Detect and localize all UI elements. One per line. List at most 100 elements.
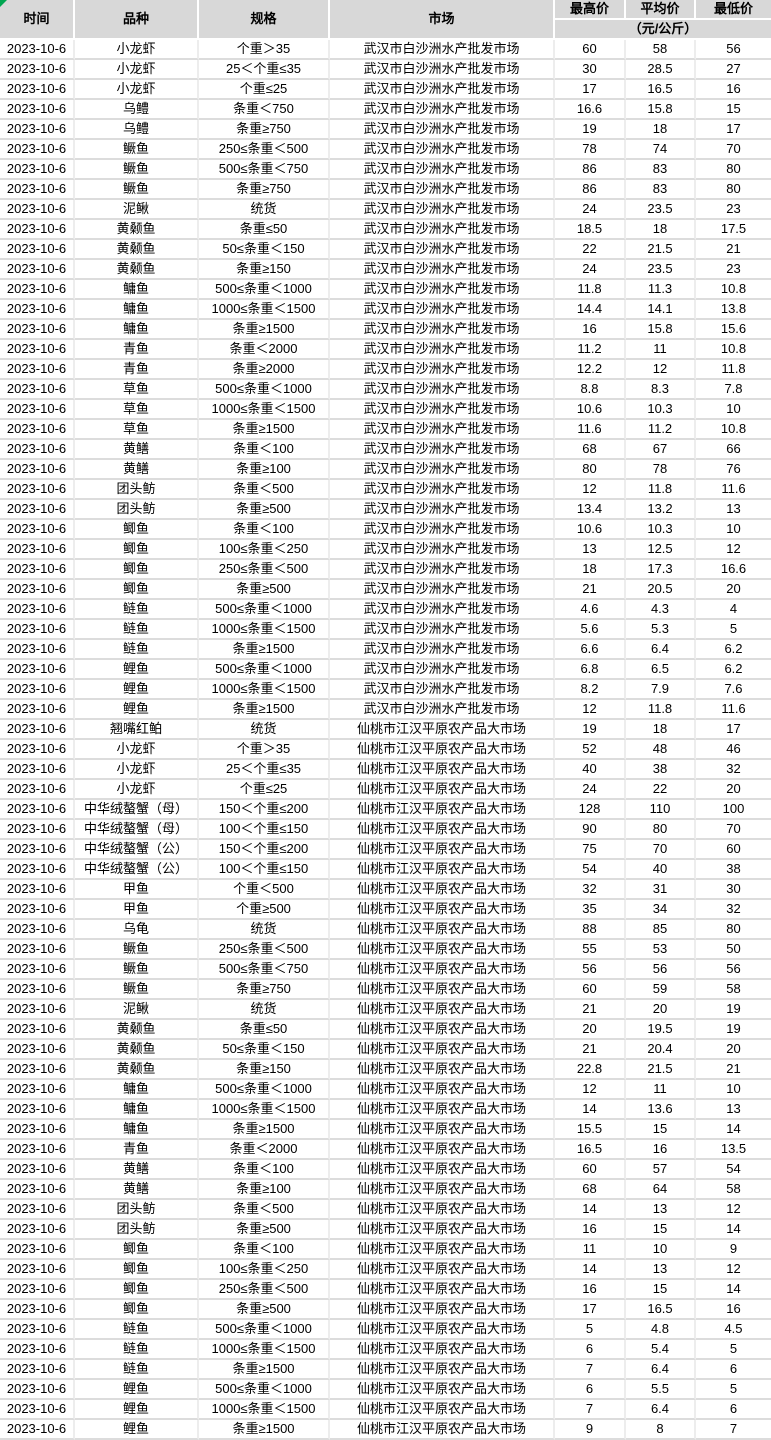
variety-cell: 鳜鱼 [75, 180, 199, 200]
date-cell: 2023-10-6 [0, 980, 75, 1000]
date-cell: 2023-10-6 [0, 780, 75, 800]
market-cell: 仙桃市江汉平原农产品大市场 [330, 1140, 555, 1160]
spec-cell: 个重＜500 [199, 880, 330, 900]
spec-cell: 统货 [199, 920, 330, 940]
table-row: 2023-10-6 黄颡鱼 条重≥150 仙桃市江汉平原农产品大市场 22.8 21.5 2… [0, 1060, 771, 1080]
market-cell: 仙桃市江汉平原农产品大市场 [330, 800, 555, 820]
table-row: 2023-10-6 黄颡鱼 条重≤50 武汉市白沙洲水产批发市场 18.5 18 17.5 [0, 220, 771, 240]
column-header-market: 市场 [330, 0, 555, 40]
variety-cell: 团头鲂 [75, 500, 199, 520]
table-row: 2023-10-6 乌鳢 条重≥750 武汉市白沙洲水产批发市场 19 18 17 [0, 120, 771, 140]
spec-cell: 1000≤条重＜1500 [199, 1100, 330, 1120]
date-cell: 2023-10-6 [0, 480, 75, 500]
low-price-cell: 70 [696, 140, 771, 160]
date-cell: 2023-10-6 [0, 960, 75, 980]
high-price-cell: 35 [555, 900, 626, 920]
high-price-cell: 30 [555, 60, 626, 80]
market-cell: 武汉市白沙洲水产批发市场 [330, 120, 555, 140]
high-price-cell: 16 [555, 320, 626, 340]
avg-price-cell: 15 [626, 1220, 696, 1240]
spec-cell: 100＜个重≤150 [199, 820, 330, 840]
table-row: 2023-10-6 鲤鱼 条重≥1500 武汉市白沙洲水产批发市场 12 11.8 11.6 [0, 700, 771, 720]
date-cell: 2023-10-6 [0, 720, 75, 740]
avg-price-cell: 14.1 [626, 300, 696, 320]
date-cell: 2023-10-6 [0, 800, 75, 820]
variety-cell: 黄鳝 [75, 1180, 199, 1200]
table-row: 2023-10-6 鳙鱼 500≤条重＜1000 武汉市白沙洲水产批发市场 11.8 11… [0, 280, 771, 300]
avg-price-cell: 57 [626, 1160, 696, 1180]
variety-cell: 鳜鱼 [75, 980, 199, 1000]
variety-cell: 鲫鱼 [75, 560, 199, 580]
date-cell: 2023-10-6 [0, 500, 75, 520]
market-cell: 仙桃市江汉平原农产品大市场 [330, 1100, 555, 1120]
spec-cell: 条重＜100 [199, 520, 330, 540]
date-cell: 2023-10-6 [0, 200, 75, 220]
low-price-cell: 6 [696, 1400, 771, 1420]
variety-cell: 黄鳝 [75, 1160, 199, 1180]
market-cell: 仙桃市江汉平原农产品大市场 [330, 1020, 555, 1040]
high-price-cell: 14.4 [555, 300, 626, 320]
avg-price-cell: 21.5 [626, 240, 696, 260]
high-price-cell: 19 [555, 720, 626, 740]
date-cell: 2023-10-6 [0, 900, 75, 920]
market-cell: 武汉市白沙洲水产批发市场 [330, 220, 555, 240]
low-price-cell: 10 [696, 1080, 771, 1100]
variety-cell: 鳜鱼 [75, 960, 199, 980]
variety-cell: 青鱼 [75, 1140, 199, 1160]
low-price-cell: 58 [696, 1180, 771, 1200]
spec-cell: 100＜个重≤150 [199, 860, 330, 880]
date-cell: 2023-10-6 [0, 240, 75, 260]
table-row: 2023-10-6 草鱼 1000≤条重＜1500 武汉市白沙洲水产批发市场 10.6 1… [0, 400, 771, 420]
variety-cell: 黄颡鱼 [75, 260, 199, 280]
avg-price-cell: 20.5 [626, 580, 696, 600]
spec-cell: 25＜个重≤35 [199, 760, 330, 780]
low-price-cell: 32 [696, 900, 771, 920]
spec-cell: 500≤条重＜1000 [199, 660, 330, 680]
low-price-cell: 76 [696, 460, 771, 480]
table-row: 2023-10-6 鳜鱼 500≤条重＜750 仙桃市江汉平原农产品大市场 56 56 56 [0, 960, 771, 980]
table-row: 2023-10-6 中华绒螯蟹（公） 100＜个重≤150 仙桃市江汉平原农产品大市场… [0, 860, 771, 880]
date-cell: 2023-10-6 [0, 1220, 75, 1240]
avg-price-cell: 17.3 [626, 560, 696, 580]
variety-cell: 鲫鱼 [75, 520, 199, 540]
avg-price-cell: 15 [626, 1280, 696, 1300]
table-row: 2023-10-6 鲫鱼 100≤条重＜250 仙桃市江汉平原农产品大市场 14 13 12 [0, 1260, 771, 1280]
avg-price-cell: 78 [626, 460, 696, 480]
variety-cell: 甲鱼 [75, 880, 199, 900]
date-cell: 2023-10-6 [0, 160, 75, 180]
avg-price-cell: 10.3 [626, 400, 696, 420]
variety-cell: 中华绒螯蟹（母） [75, 800, 199, 820]
spec-cell: 250≤条重＜500 [199, 940, 330, 960]
market-cell: 仙桃市江汉平原农产品大市场 [330, 1000, 555, 1020]
market-cell: 仙桃市江汉平原农产品大市场 [330, 740, 555, 760]
date-cell: 2023-10-6 [0, 640, 75, 660]
high-price-cell: 12 [555, 700, 626, 720]
variety-cell: 鲫鱼 [75, 580, 199, 600]
date-cell: 2023-10-6 [0, 340, 75, 360]
spec-cell: 条重≥100 [199, 1180, 330, 1200]
high-price-cell: 13.4 [555, 500, 626, 520]
table-row: 2023-10-6 中华绒螯蟹（公） 150＜个重≤200 仙桃市江汉平原农产品大市场… [0, 840, 771, 860]
avg-price-cell: 18 [626, 720, 696, 740]
avg-price-cell: 5.5 [626, 1380, 696, 1400]
avg-price-cell: 11 [626, 1080, 696, 1100]
low-price-cell: 70 [696, 820, 771, 840]
date-cell: 2023-10-6 [0, 1260, 75, 1280]
spec-cell: 条重≤50 [199, 220, 330, 240]
table-row: 2023-10-6 青鱼 条重＜2000 武汉市白沙洲水产批发市场 11.2 11 10.8 [0, 340, 771, 360]
date-cell: 2023-10-6 [0, 1000, 75, 1020]
spec-cell: 条重＜2000 [199, 1140, 330, 1160]
table-row: 2023-10-6 乌鳢 条重＜750 武汉市白沙洲水产批发市场 16.6 15.8 15 [0, 100, 771, 120]
variety-cell: 团头鲂 [75, 1220, 199, 1240]
high-price-cell: 16 [555, 1220, 626, 1240]
spec-cell: 条重≥1500 [199, 640, 330, 660]
variety-cell: 鳜鱼 [75, 940, 199, 960]
low-price-cell: 27 [696, 60, 771, 80]
spec-cell: 500≤条重＜1000 [199, 280, 330, 300]
high-price-cell: 56 [555, 960, 626, 980]
low-price-cell: 19 [696, 1020, 771, 1040]
market-cell: 仙桃市江汉平原农产品大市场 [330, 720, 555, 740]
variety-cell: 草鱼 [75, 380, 199, 400]
market-cell: 仙桃市江汉平原农产品大市场 [330, 1160, 555, 1180]
